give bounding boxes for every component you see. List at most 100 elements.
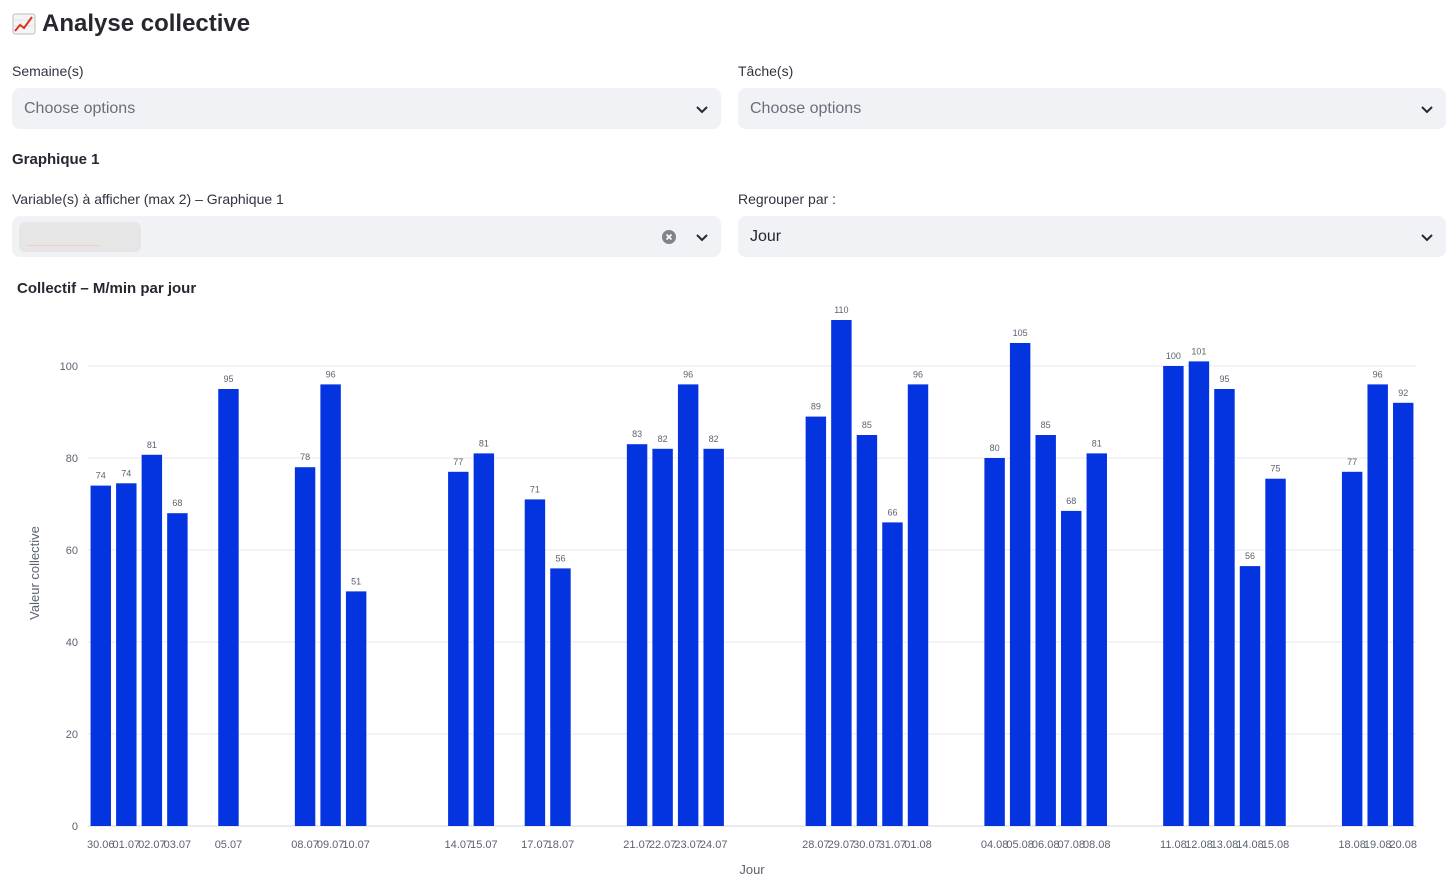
bar-value-label: 100 [1166, 351, 1181, 361]
bar-value-label: 77 [1347, 457, 1357, 467]
clear-icon[interactable] [661, 229, 677, 245]
y-tick-label: 40 [66, 637, 78, 649]
bar [652, 448, 673, 826]
x-tick-label: 07.08 [1057, 839, 1085, 851]
x-tick-label: 23.07 [674, 839, 702, 851]
bar [1214, 389, 1235, 826]
bar [550, 568, 571, 826]
x-tick-label: 18.08 [1338, 839, 1366, 851]
chevron-down-icon[interactable] [1420, 102, 1434, 116]
x-tick-label: 18.07 [547, 839, 575, 851]
bar-value-label: 77 [453, 457, 463, 467]
chevron-down-icon[interactable] [695, 230, 709, 244]
page-title: Analyse collective [12, 10, 250, 38]
bar-value-label: 85 [862, 420, 872, 430]
variables-multiselect[interactable] [12, 216, 721, 257]
tasks-placeholder: Choose options [750, 99, 862, 117]
tasks-multiselect[interactable]: Choose options [738, 88, 1446, 129]
x-tick-label: 12.08 [1185, 839, 1213, 851]
x-tick-label: 21.07 [623, 839, 651, 851]
x-tick-label: 05.07 [215, 839, 243, 851]
bar-value-label: 71 [530, 484, 540, 494]
y-tick-label: 20 [66, 729, 78, 741]
x-tick-label: 31.07 [879, 839, 907, 851]
bar [1265, 478, 1286, 826]
bar [805, 416, 827, 826]
x-tick-label: 29.07 [828, 839, 856, 851]
bar-value-label: 81 [479, 438, 489, 448]
tasks-label: Tâche(s) [738, 63, 794, 79]
bar-value-label: 95 [223, 374, 233, 384]
bar [448, 471, 469, 826]
bar-value-label: 82 [658, 434, 668, 444]
x-tick-label: 20.08 [1389, 839, 1417, 851]
bar [116, 483, 137, 826]
bar-value-label: 81 [147, 440, 157, 450]
bar-value-label: 66 [887, 507, 897, 517]
bar-value-label: 82 [709, 434, 719, 444]
bar [831, 320, 852, 826]
bar [1188, 361, 1210, 826]
x-tick-label: 30.07 [853, 839, 881, 851]
bar-value-label: 80 [990, 443, 1000, 453]
bar [141, 454, 163, 826]
x-tick-label: 09.07 [317, 839, 345, 851]
bar [677, 384, 699, 826]
bar-value-label: 95 [1219, 374, 1229, 384]
bar-value-label: 96 [326, 369, 336, 379]
bar-value-label: 96 [1373, 369, 1383, 379]
selected-variable-tag[interactable] [19, 221, 141, 252]
bar-value-label: 78 [300, 452, 310, 462]
y-tick-label: 80 [66, 453, 78, 465]
weeks-placeholder: Choose options [24, 99, 136, 117]
x-axis-title: Jour [739, 862, 765, 877]
bar [345, 591, 367, 826]
x-tick-label: 14.08 [1236, 839, 1264, 851]
bar [473, 453, 495, 826]
bar-chart: 0 20 40 60 80 100 74 30.06 74 01.07 81 02.07 68 03.07… [27, 305, 1417, 877]
bar-value-label: 56 [1245, 551, 1255, 561]
bar [320, 384, 341, 826]
chevron-down-icon[interactable] [1420, 230, 1434, 244]
chart-title: Collectif – M/min par jour [17, 280, 197, 297]
y-tick-label: 100 [60, 361, 78, 373]
x-tick-label: 15.07 [470, 839, 498, 851]
bar [984, 458, 1005, 826]
y-tick-label: 60 [66, 545, 78, 557]
x-tick-label: 04.08 [981, 839, 1009, 851]
x-tick-label: 13.08 [1211, 839, 1239, 851]
bar-value-label: 83 [632, 429, 642, 439]
grouping-label: Regrouper par : [738, 191, 837, 207]
bar-value-label: 92 [1398, 388, 1408, 398]
x-tick-label: 11.08 [1160, 839, 1187, 851]
chevron-down-icon[interactable] [695, 102, 709, 116]
x-tick-label: 01.08 [904, 839, 932, 851]
bar [1009, 343, 1031, 826]
y-tick-label: 0 [72, 821, 78, 833]
bar-value-label: 74 [121, 468, 131, 478]
x-tick-label: 15.08 [1262, 839, 1290, 851]
bar [524, 499, 546, 826]
x-tick-label: 10.07 [342, 839, 370, 851]
x-tick-label: 19.08 [1364, 839, 1392, 851]
bar [1393, 402, 1414, 826]
bar-value-label: 101 [1191, 346, 1206, 356]
x-tick-label: 22.07 [649, 839, 677, 851]
weeks-multiselect[interactable]: Choose options [12, 88, 721, 129]
bar-value-label: 96 [913, 369, 923, 379]
y-axis-title: Valeur collective [27, 526, 42, 620]
bar [294, 467, 316, 826]
x-tick-label: 08.07 [291, 839, 319, 851]
bar [856, 435, 878, 826]
variables-label: Variable(s) à afficher (max 2) – Graphiq… [12, 191, 284, 207]
bar [1341, 471, 1363, 826]
bar [882, 522, 903, 826]
x-tick-label: 05.08 [1006, 839, 1034, 851]
bar-value-label: 89 [811, 402, 821, 412]
grouping-select[interactable]: Jour [738, 216, 1446, 257]
section-heading: Graphique 1 [12, 151, 100, 168]
x-tick-label: 06.08 [1032, 839, 1060, 851]
bar [1086, 453, 1107, 826]
x-tick-label: 24.07 [700, 839, 728, 851]
bar [167, 513, 188, 826]
